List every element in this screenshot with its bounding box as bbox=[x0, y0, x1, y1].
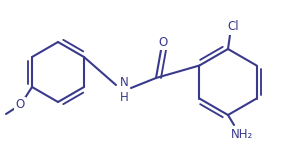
Text: NH₂: NH₂ bbox=[231, 128, 253, 142]
Text: O: O bbox=[16, 98, 25, 111]
Text: O: O bbox=[158, 35, 168, 49]
Text: N
H: N H bbox=[120, 76, 128, 104]
Text: Cl: Cl bbox=[227, 20, 239, 33]
